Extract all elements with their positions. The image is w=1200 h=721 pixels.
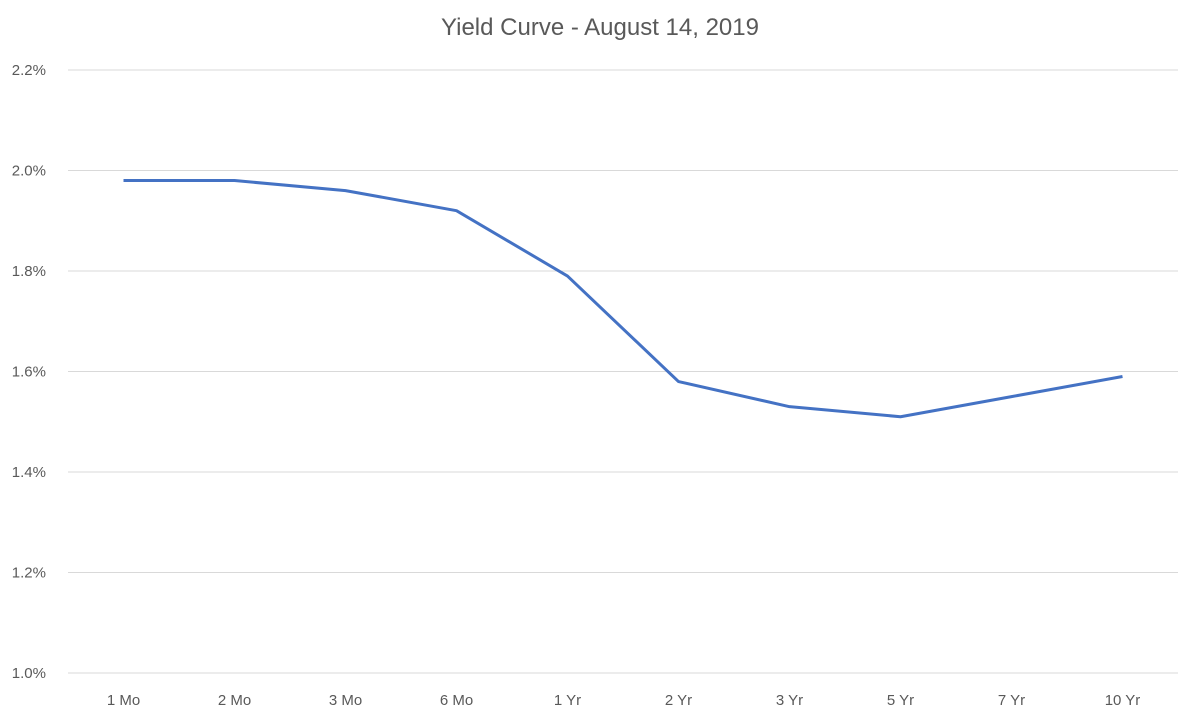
y-tick-label: 2.0%: [12, 163, 46, 180]
x-tick-label: 2 Yr: [665, 692, 692, 709]
y-tick-label: 1.6%: [12, 364, 46, 381]
x-tick-label: 5 Yr: [887, 692, 914, 709]
y-tick-label: 1.2%: [12, 565, 46, 582]
y-tick-label: 1.0%: [12, 665, 46, 682]
y-tick-label: 2.2%: [12, 62, 46, 79]
yield-series-line: [123, 179, 1123, 419]
x-tick-label: 2 Mo: [218, 692, 251, 709]
x-tick-label: 1 Mo: [107, 692, 140, 709]
y-tick-label: 1.8%: [12, 263, 46, 280]
x-tick-label: 10 Yr: [1105, 692, 1141, 709]
chart-title: Yield Curve - August 14, 2019: [441, 14, 759, 41]
x-tick-label: 1 Yr: [554, 692, 581, 709]
x-tick-label: 7 Yr: [998, 692, 1025, 709]
x-tick-label: 6 Mo: [440, 692, 473, 709]
x-tick-label: 3 Mo: [329, 692, 362, 709]
x-tick-label: 3 Yr: [776, 692, 803, 709]
y-tick-label: 1.4%: [12, 464, 46, 481]
